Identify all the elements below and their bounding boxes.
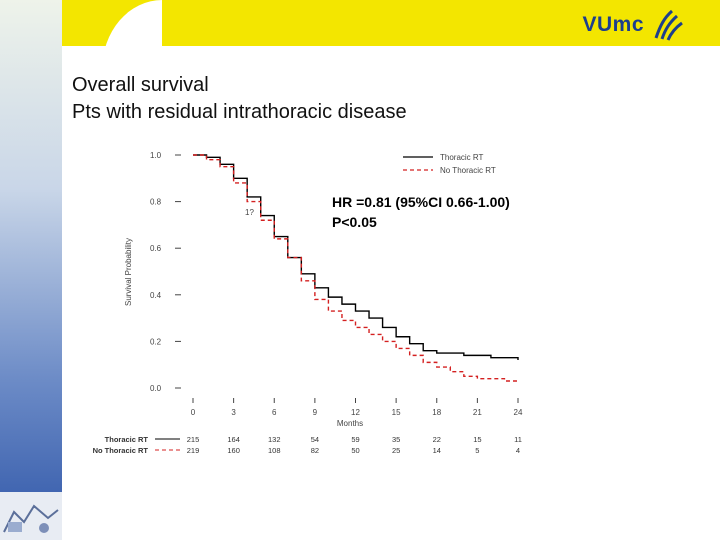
series-line-thoracic-rt bbox=[193, 154, 519, 361]
x-tick-label: 21 bbox=[473, 408, 482, 417]
corner-decoration bbox=[0, 492, 62, 540]
risk-cell: 108 bbox=[268, 446, 281, 455]
x-tick-label: 24 bbox=[514, 408, 523, 417]
y-axis-label: Survival Probability bbox=[124, 238, 133, 306]
top-yellow-band bbox=[62, 0, 720, 70]
x-tick-label: 6 bbox=[272, 408, 277, 417]
x-tick-label: 12 bbox=[351, 408, 360, 417]
risk-cell: 35 bbox=[392, 435, 400, 444]
risk-cell: 215 bbox=[187, 435, 200, 444]
legend-entry: Thoracic RT bbox=[440, 153, 484, 162]
left-gradient-band bbox=[0, 0, 62, 540]
y-tick-label: 0.6 bbox=[150, 244, 162, 253]
risk-cell: 4 bbox=[516, 446, 520, 455]
hr-text: HR =0.81 (95%CI 0.66-1.00) bbox=[332, 194, 510, 210]
risk-cell: 15 bbox=[473, 435, 481, 444]
y-tick-label: 0.8 bbox=[150, 198, 162, 207]
risk-row-label: Thoracic RT bbox=[105, 435, 149, 444]
legend-entry: No Thoracic RT bbox=[440, 166, 496, 175]
risk-row-label: No Thoracic RT bbox=[93, 446, 149, 455]
x-tick-label: 18 bbox=[432, 408, 441, 417]
slide-title: Overall survival Pts with residual intra… bbox=[72, 72, 407, 126]
risk-cell: 164 bbox=[227, 435, 240, 444]
y-tick-label: 0.2 bbox=[150, 337, 162, 346]
series-line-no-thoracic-rt bbox=[193, 154, 518, 382]
logo-swirl-icon bbox=[654, 9, 683, 41]
x-tick-label: 15 bbox=[392, 408, 401, 417]
x-tick-label: 0 bbox=[191, 408, 196, 417]
risk-cell: 50 bbox=[351, 446, 359, 455]
risk-cell: 22 bbox=[433, 435, 441, 444]
risk-cell: 132 bbox=[268, 435, 281, 444]
risk-cell: 54 bbox=[311, 435, 319, 444]
risk-cell: 160 bbox=[227, 446, 240, 455]
p-value-text: P<0.05 bbox=[332, 214, 377, 230]
risk-cell: 11 bbox=[514, 435, 522, 444]
risk-cell: 219 bbox=[187, 446, 200, 455]
vumc-logo: VUmc bbox=[582, 8, 684, 42]
risk-cell: 5 bbox=[475, 446, 479, 455]
y-tick-label: 1.0 bbox=[150, 151, 162, 160]
x-tick-label: 3 bbox=[231, 408, 236, 417]
x-axis-label: Months bbox=[337, 419, 363, 428]
title-line-1: Overall survival bbox=[72, 74, 209, 96]
hazard-ratio-annotation: HR =0.81 (95%CI 0.66-1.00) P<0.05 bbox=[332, 192, 510, 232]
logo-text: VUmc bbox=[582, 13, 644, 36]
y-tick-label: 0.4 bbox=[150, 291, 162, 300]
risk-cell: 14 bbox=[433, 446, 441, 455]
curve-annotation: 1? bbox=[245, 208, 254, 217]
risk-cell: 25 bbox=[392, 446, 400, 455]
risk-cell: 59 bbox=[351, 435, 359, 444]
x-tick-label: 9 bbox=[313, 408, 318, 417]
title-line-2: Pts with residual intrathoracic disease bbox=[72, 101, 407, 123]
y-tick-label: 0.0 bbox=[150, 384, 162, 393]
risk-cell: 82 bbox=[311, 446, 319, 455]
